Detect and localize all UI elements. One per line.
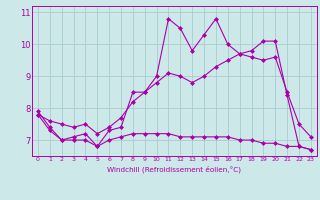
X-axis label: Windchill (Refroidissement éolien,°C): Windchill (Refroidissement éolien,°C): [108, 165, 241, 173]
